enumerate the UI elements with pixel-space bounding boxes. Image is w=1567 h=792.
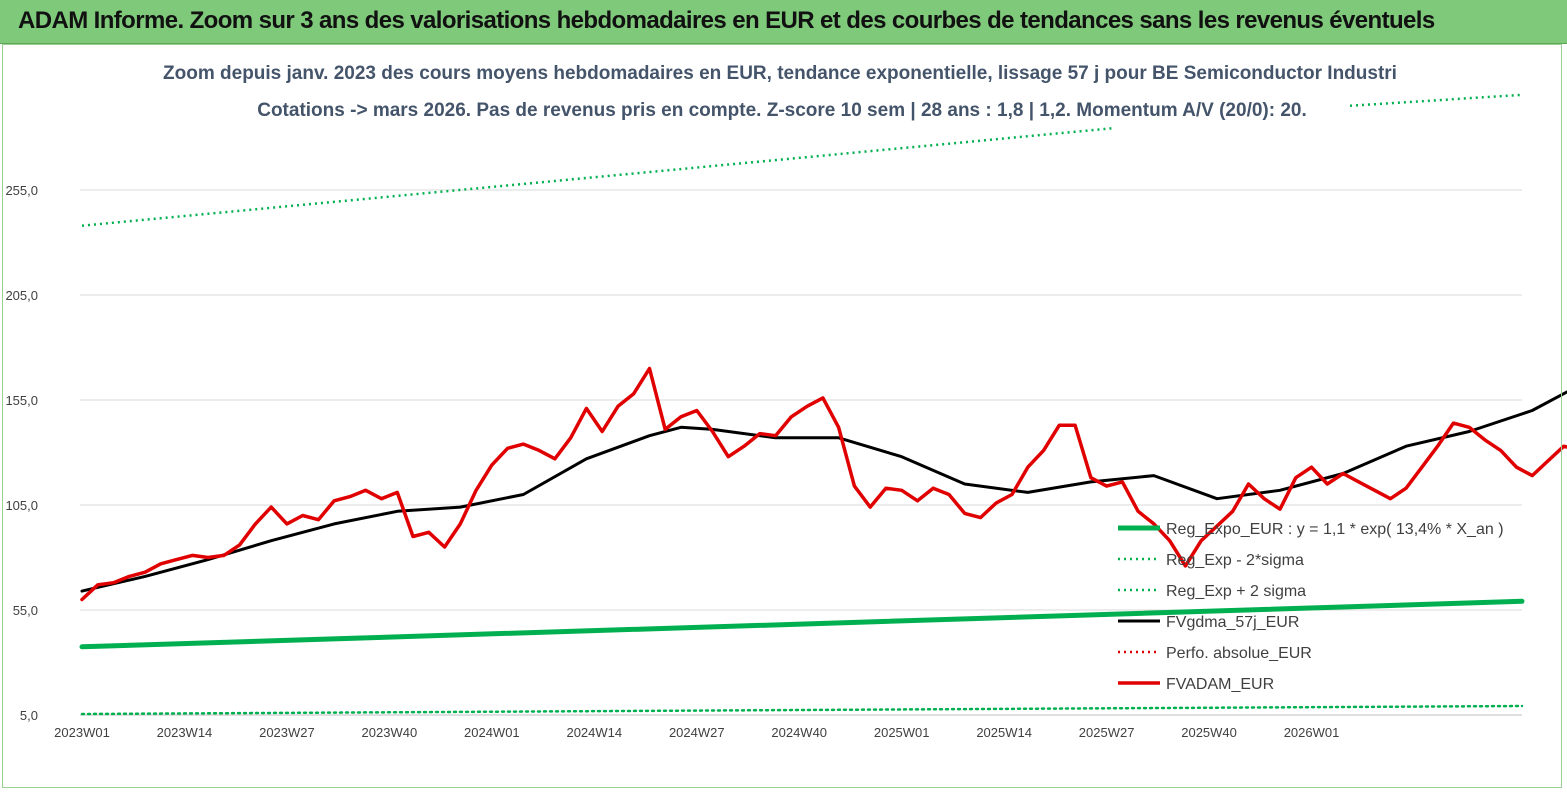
- x-tick-label: 2023W40: [362, 725, 418, 740]
- y-tick-label: 155,0: [5, 393, 38, 408]
- y-tick-label: 255,0: [5, 183, 38, 198]
- report-banner: ADAM Informe. Zoom sur 3 ans des valoris…: [0, 0, 1567, 44]
- y-tick-label: 205,0: [5, 288, 38, 303]
- legend-item[interactable]: Reg_Expo_EUR : y = 1,1 * exp( 13,4% * X_…: [1118, 521, 1504, 538]
- x-tick-label: 2024W27: [669, 725, 725, 740]
- x-tick-label: 2023W01: [54, 725, 110, 740]
- legend-label: Reg_Exp - 2*sigma: [1166, 552, 1304, 569]
- y-tick-label: 55,0: [13, 603, 38, 618]
- x-tick-label: 2025W14: [976, 725, 1032, 740]
- y-tick-label: 105,0: [5, 498, 38, 513]
- x-tick-label: 2025W27: [1079, 725, 1135, 740]
- x-tick-label: 2025W01: [874, 725, 930, 740]
- chart-title-line-1: Zoom depuis janv. 2023 des cours moyens …: [163, 63, 1397, 84]
- plot-area-border: [2, 44, 1562, 788]
- x-tick-label: 2026W01: [1284, 725, 1340, 740]
- chart-title-line-2: Cotations -> mars 2026. Pas de revenus p…: [257, 100, 1307, 121]
- x-tick-label: 2025W40: [1181, 725, 1237, 740]
- x-tick-label: 2023W14: [157, 725, 213, 740]
- chart-title: Zoom depuis janv. 2023 des cours moyens …: [163, 63, 1397, 121]
- series-line-0: [79, 598, 1525, 650]
- legend-item[interactable]: FVgdma_57j_EUR: [1118, 614, 1299, 631]
- series-line-upper-band: [81, 126, 1115, 227]
- legend-item[interactable]: Reg_Exp + 2 sigma: [1118, 583, 1306, 600]
- legend-label: Reg_Expo_EUR : y = 1,1 * exp( 13,4% * X_…: [1166, 521, 1504, 538]
- x-tick-label: 2023W27: [259, 725, 315, 740]
- report-title: ADAM Informe. Zoom sur 3 ans des valoris…: [18, 7, 1435, 34]
- y-tick-label: 5,0: [20, 708, 38, 723]
- legend[interactable]: Reg_Expo_EUR : y = 1,1 * exp( 13,4% * X_…: [1118, 521, 1504, 693]
- legend-label: Reg_Exp + 2 sigma: [1166, 583, 1306, 600]
- legend-label: Perfo. absolue_EUR: [1166, 645, 1312, 662]
- legend-label: FVADAM_EUR: [1166, 676, 1274, 693]
- series-line-3: [80, 390, 1567, 593]
- legend-label: FVgdma_57j_EUR: [1166, 614, 1299, 631]
- x-axis-ticks: 2023W01 2023W14 2023W27 2023W40 2024W01 2024W…: [54, 725, 1339, 740]
- legend-item[interactable]: FVADAM_EUR: [1118, 676, 1274, 693]
- x-tick-label: 2024W01: [464, 725, 520, 740]
- series-line-5: [80, 366, 1567, 602]
- legend-item[interactable]: Perfo. absolue_EUR: [1118, 645, 1312, 662]
- series-lines: [79, 93, 1567, 716]
- x-tick-label: 2024W40: [771, 725, 827, 740]
- series-line-1: [80, 704, 1524, 716]
- x-tick-label: 2024W14: [566, 725, 622, 740]
- series-line-upper-band-end: [1349, 93, 1521, 108]
- chart: Zoom depuis janv. 2023 des cours moyens …: [5, 63, 1567, 740]
- legend-item[interactable]: Reg_Exp - 2*sigma: [1118, 552, 1304, 569]
- y-axis-ticks: 5,0 55,0 105,0 155,0 205,0 255,0: [5, 183, 38, 723]
